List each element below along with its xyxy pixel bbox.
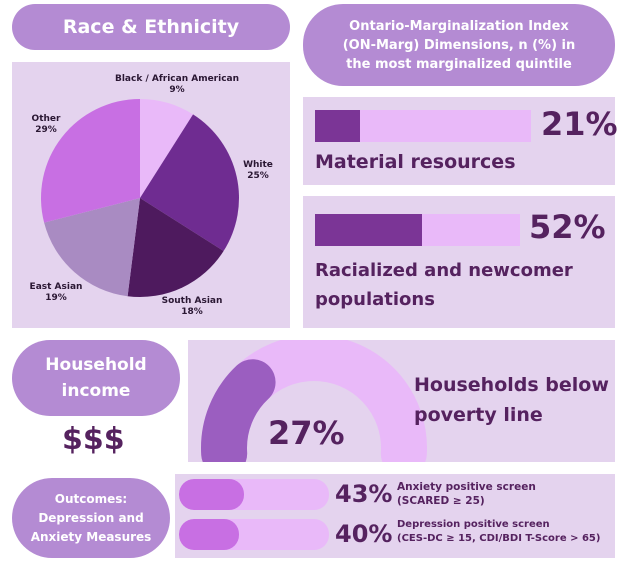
- slice-label-white: White 25%: [243, 160, 273, 181]
- material-label: Material resources: [315, 151, 516, 173]
- outcomes-panel: 43% Anxiety positive screen (SCARED ≥ 25…: [175, 474, 615, 558]
- poverty-gauge: [201, 340, 427, 462]
- anxiety-label: Anxiety positive screen (SCARED ≥ 25): [397, 481, 536, 507]
- race-pie-panel: Black / African American 9% White 25% Sout…: [12, 62, 290, 328]
- pie-slice-black: [140, 99, 194, 198]
- racialized-bar-fill: [315, 214, 422, 246]
- race-ethnicity-title: Race & Ethnicity: [12, 4, 290, 50]
- material-pct: 21%: [541, 105, 618, 143]
- pie-slice-other: [40, 99, 140, 223]
- depression-pct: 40%: [335, 520, 393, 548]
- onmarg-title: Ontario-Marginalization Index (ON-Marg) …: [303, 4, 615, 86]
- slice-label-other: Other 29%: [31, 114, 61, 135]
- racialized-label: Racialized and newcomer populations: [315, 260, 573, 310]
- depression-bar-fill: [179, 519, 239, 550]
- household-income-title: Household income: [12, 340, 180, 416]
- racialized-panel: 52% Racialized and newcomer populations: [303, 196, 615, 328]
- pie-slice-south-asian: [127, 198, 224, 297]
- outcomes-title: Outcomes: Depression and Anxiety Measure…: [12, 478, 170, 558]
- racialized-bar-track: [315, 214, 520, 246]
- poverty-gauge-fill: [201, 359, 276, 462]
- anxiety-bar-track: [179, 479, 329, 510]
- material-bar-fill: [315, 110, 361, 142]
- pie-slice-east-asian: [44, 198, 140, 297]
- anxiety-pct: 43%: [335, 480, 393, 508]
- race-pie-chart: [40, 99, 240, 297]
- material-bar-track: [315, 110, 531, 142]
- poverty-pct: 27%: [268, 414, 345, 452]
- material-panel: 21% Material resources: [303, 97, 618, 185]
- racialized-pct: 52%: [529, 208, 606, 246]
- pie-slice-white: [140, 114, 240, 252]
- poverty-panel: 27% Households below poverty line: [188, 340, 615, 462]
- slice-label-south-asian: South Asian 18%: [161, 296, 223, 317]
- slice-label-black: Black / African American 9%: [114, 74, 240, 95]
- poverty-label: Households below poverty line: [414, 374, 609, 426]
- slice-label-east-asian: East Asian 19%: [29, 282, 83, 303]
- depression-label: Depression positive screen (CES-DC ≥ 15,…: [397, 519, 601, 544]
- anxiety-bar-fill: [179, 479, 244, 510]
- depression-bar-track: [179, 519, 329, 550]
- income-symbol: $$$: [62, 422, 125, 457]
